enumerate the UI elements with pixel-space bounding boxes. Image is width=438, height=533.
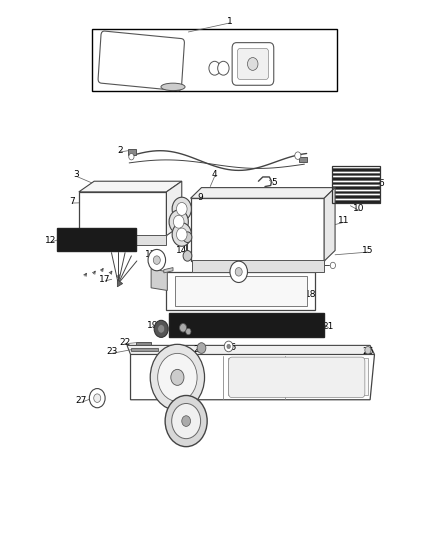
Circle shape: [218, 61, 229, 75]
Circle shape: [235, 268, 242, 276]
FancyBboxPatch shape: [237, 49, 268, 79]
Polygon shape: [85, 235, 166, 245]
Polygon shape: [79, 181, 182, 192]
Polygon shape: [299, 157, 307, 162]
Polygon shape: [92, 29, 337, 91]
Polygon shape: [332, 177, 380, 180]
Text: 21: 21: [323, 322, 334, 330]
Polygon shape: [332, 195, 380, 198]
Polygon shape: [164, 268, 173, 273]
Circle shape: [158, 325, 165, 333]
Circle shape: [129, 154, 134, 160]
Circle shape: [230, 261, 247, 282]
Polygon shape: [332, 186, 380, 189]
Circle shape: [180, 324, 187, 332]
Text: 11: 11: [338, 216, 350, 225]
Circle shape: [197, 343, 206, 353]
Polygon shape: [191, 188, 335, 198]
Circle shape: [89, 389, 105, 408]
Circle shape: [153, 256, 160, 264]
Polygon shape: [169, 313, 324, 337]
Circle shape: [169, 210, 188, 233]
Text: 20: 20: [174, 321, 185, 329]
Text: 9: 9: [198, 193, 204, 201]
Text: 15: 15: [362, 246, 374, 255]
FancyBboxPatch shape: [229, 357, 365, 398]
Polygon shape: [166, 181, 182, 236]
Polygon shape: [166, 272, 315, 310]
FancyBboxPatch shape: [98, 31, 184, 91]
Circle shape: [177, 203, 187, 215]
FancyBboxPatch shape: [232, 43, 274, 85]
Circle shape: [247, 58, 258, 70]
Text: 10: 10: [353, 205, 365, 213]
Text: 5: 5: [271, 178, 277, 187]
Polygon shape: [332, 182, 380, 184]
Text: 4: 4: [212, 171, 217, 179]
Circle shape: [182, 416, 191, 426]
Circle shape: [172, 197, 191, 221]
Circle shape: [330, 262, 336, 269]
Circle shape: [171, 369, 184, 385]
Text: 16: 16: [191, 265, 203, 274]
Circle shape: [158, 353, 197, 401]
Ellipse shape: [161, 83, 185, 91]
Text: 27: 27: [75, 397, 87, 405]
Polygon shape: [191, 198, 324, 261]
Circle shape: [186, 328, 191, 335]
Polygon shape: [151, 269, 167, 290]
Circle shape: [227, 344, 230, 349]
Circle shape: [148, 249, 166, 271]
Polygon shape: [117, 280, 123, 287]
Polygon shape: [332, 200, 380, 203]
Text: 6: 6: [378, 180, 384, 188]
Text: 8: 8: [173, 203, 179, 211]
Text: 28: 28: [178, 424, 190, 433]
Text: 7: 7: [69, 197, 75, 206]
Polygon shape: [228, 358, 368, 395]
Polygon shape: [136, 342, 151, 345]
Polygon shape: [332, 173, 380, 175]
Text: 24: 24: [194, 345, 205, 354]
Polygon shape: [57, 228, 136, 251]
Circle shape: [209, 61, 220, 75]
Text: 26: 26: [362, 348, 374, 356]
Circle shape: [154, 320, 168, 337]
Circle shape: [173, 215, 184, 228]
Circle shape: [172, 403, 201, 439]
Polygon shape: [175, 276, 307, 306]
Text: 25: 25: [226, 343, 237, 352]
Text: 2: 2: [118, 146, 123, 155]
Text: 14: 14: [176, 246, 187, 255]
Text: 13: 13: [145, 251, 157, 259]
Text: 17: 17: [99, 275, 111, 284]
Text: 23: 23: [106, 348, 117, 356]
Polygon shape: [324, 188, 335, 261]
Circle shape: [183, 251, 192, 261]
Circle shape: [295, 152, 301, 159]
Text: 1: 1: [227, 17, 233, 26]
Circle shape: [165, 395, 207, 447]
Text: 19: 19: [147, 321, 158, 329]
Polygon shape: [332, 191, 380, 193]
Polygon shape: [127, 345, 374, 354]
Circle shape: [150, 344, 205, 410]
Circle shape: [94, 394, 101, 402]
Circle shape: [183, 232, 192, 243]
Circle shape: [177, 228, 187, 241]
Polygon shape: [131, 348, 158, 351]
Circle shape: [224, 341, 233, 352]
Text: 3: 3: [74, 171, 80, 179]
Text: 12: 12: [45, 237, 56, 245]
Text: 18: 18: [305, 290, 317, 298]
Polygon shape: [131, 354, 374, 400]
Circle shape: [365, 346, 371, 354]
Polygon shape: [332, 168, 380, 171]
Circle shape: [172, 223, 191, 246]
Polygon shape: [79, 192, 166, 236]
Polygon shape: [128, 149, 136, 155]
Polygon shape: [192, 260, 324, 272]
Text: 22: 22: [119, 338, 131, 346]
